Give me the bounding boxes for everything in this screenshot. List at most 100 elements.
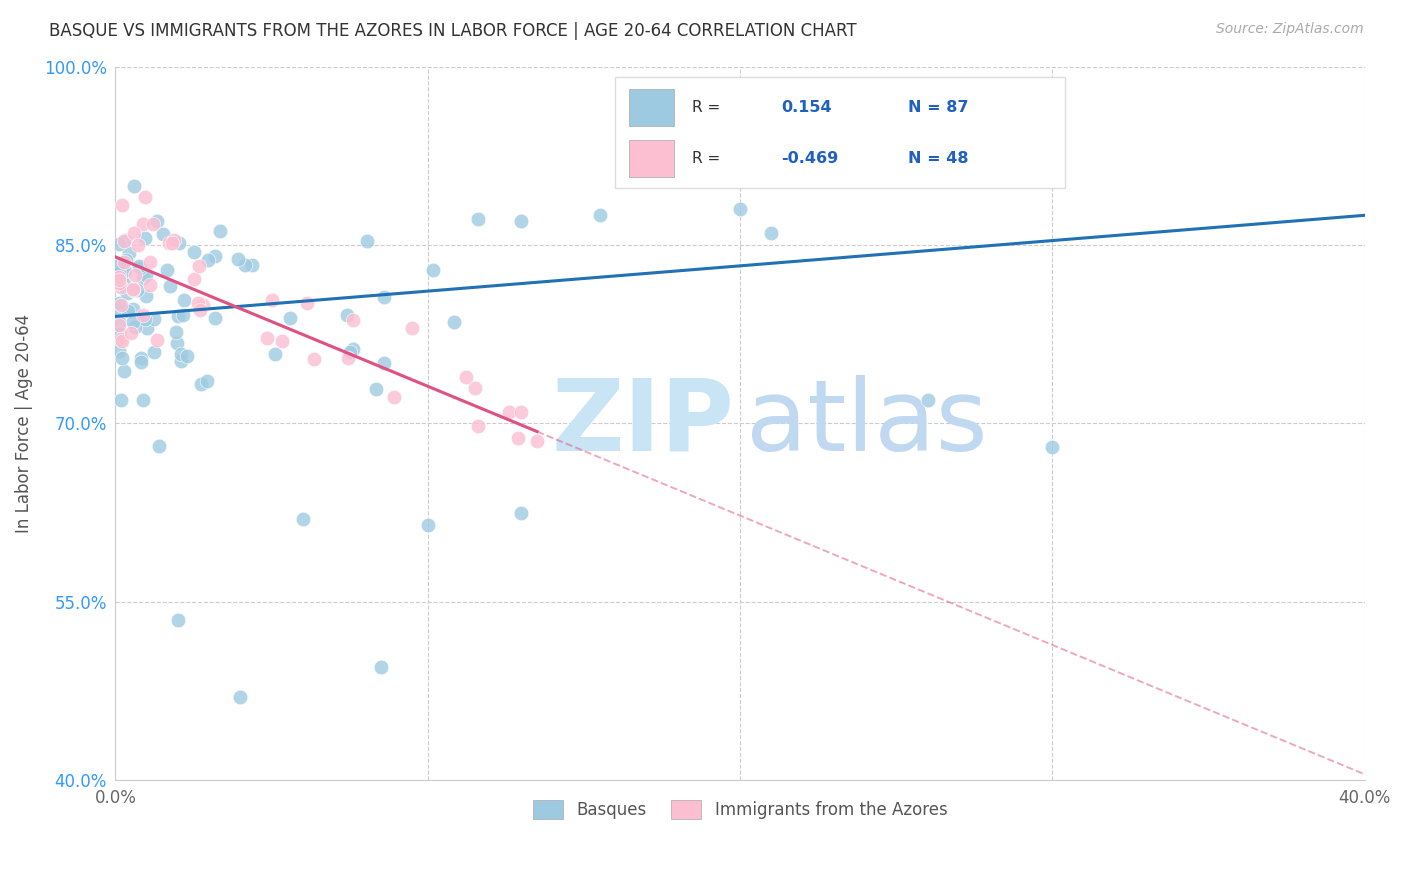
Point	[107, 259, 129, 273]
Text: BASQUE VS IMMIGRANTS FROM THE AZORES IN LABOR FORCE | AGE 20-64 CORRELATION CHAR: BASQUE VS IMMIGRANTS FROM THE AZORES IN …	[49, 22, 856, 40]
Point	[356, 234, 378, 248]
Point	[761, 226, 783, 240]
Point	[108, 326, 131, 341]
Point	[142, 345, 165, 359]
Point	[262, 293, 284, 308]
Point	[159, 279, 181, 293]
Point	[107, 270, 129, 285]
Point	[422, 263, 444, 277]
Point	[443, 315, 465, 329]
Point	[373, 356, 395, 370]
Point	[256, 330, 278, 344]
Point	[132, 392, 155, 407]
Point	[193, 298, 215, 312]
Point	[464, 381, 486, 395]
Point	[122, 282, 145, 296]
Point	[187, 296, 209, 310]
Point	[336, 308, 359, 322]
Point	[160, 235, 183, 250]
Point	[526, 434, 548, 449]
Point	[195, 374, 218, 388]
Point	[118, 245, 141, 260]
Text: Source: ZipAtlas.com: Source: ZipAtlas.com	[1216, 22, 1364, 37]
Point	[188, 303, 211, 318]
Point	[183, 272, 205, 286]
Point	[134, 311, 156, 326]
Point	[111, 198, 134, 212]
Point	[134, 190, 156, 204]
Point	[342, 342, 364, 356]
Point	[917, 392, 939, 407]
Point	[107, 343, 129, 358]
Point	[190, 377, 212, 392]
Point	[139, 277, 162, 292]
Point	[226, 252, 249, 266]
Point	[107, 236, 129, 251]
Point	[132, 308, 155, 322]
Point	[112, 234, 135, 248]
Point	[183, 244, 205, 259]
Point	[146, 333, 169, 347]
Point	[209, 224, 232, 238]
Point	[373, 290, 395, 304]
Point	[187, 259, 209, 273]
Point	[510, 506, 533, 520]
Point	[204, 310, 226, 325]
Point	[197, 253, 219, 268]
Point	[229, 690, 252, 704]
Point	[108, 315, 131, 329]
Point	[111, 334, 134, 348]
Point	[167, 613, 190, 627]
Point	[110, 298, 132, 312]
Point	[124, 268, 146, 282]
Point	[271, 334, 294, 348]
Point	[120, 326, 142, 340]
Point	[107, 276, 129, 290]
Point	[128, 259, 150, 273]
Point	[456, 369, 478, 384]
Point	[110, 392, 132, 407]
Point	[134, 231, 156, 245]
Point	[124, 178, 146, 193]
Point	[129, 351, 152, 365]
Point	[176, 349, 198, 363]
Point	[117, 304, 139, 318]
Point	[416, 517, 439, 532]
Point	[143, 312, 166, 326]
Point	[135, 289, 157, 303]
Point	[1042, 440, 1064, 454]
Point	[128, 260, 150, 275]
Point	[110, 280, 132, 294]
Point	[115, 252, 138, 267]
Text: atlas: atlas	[747, 375, 988, 472]
Point	[114, 255, 136, 269]
Point	[467, 212, 489, 227]
Point	[148, 438, 170, 452]
Point	[122, 315, 145, 329]
Point	[110, 332, 132, 346]
Point	[172, 308, 194, 322]
Point	[170, 347, 193, 361]
Point	[339, 345, 361, 359]
Point	[165, 325, 187, 339]
Point	[114, 233, 136, 247]
Y-axis label: In Labor Force | Age 20-64: In Labor Force | Age 20-64	[15, 314, 32, 533]
Point	[127, 238, 149, 252]
Point	[302, 352, 325, 367]
Point	[112, 277, 135, 291]
Point	[152, 227, 174, 241]
Point	[401, 321, 423, 335]
Point	[108, 326, 131, 341]
Point	[728, 202, 751, 217]
Point	[122, 226, 145, 240]
Point	[291, 511, 314, 525]
Point	[342, 313, 364, 327]
Point	[107, 296, 129, 310]
Point	[146, 213, 169, 227]
Point	[166, 336, 188, 351]
Point	[122, 283, 145, 297]
Point	[163, 233, 186, 247]
Point	[280, 310, 302, 325]
Point	[173, 293, 195, 307]
Point	[157, 235, 180, 250]
